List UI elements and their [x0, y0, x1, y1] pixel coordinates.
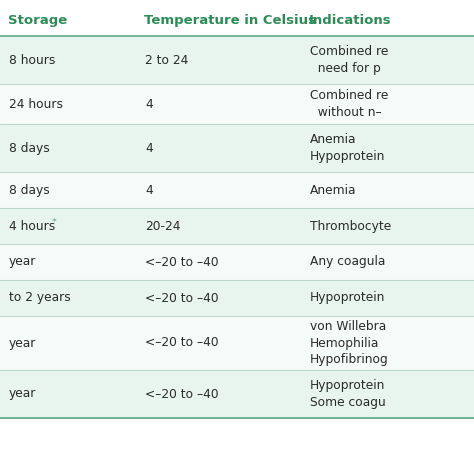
Text: Hypoprotein: Hypoprotein — [310, 292, 385, 304]
Text: Anemia
Hypoprotein: Anemia Hypoprotein — [310, 133, 385, 163]
Text: 4: 4 — [145, 142, 153, 155]
Text: Hypoprotein
Some coagu: Hypoprotein Some coagu — [310, 379, 386, 409]
Text: 20-24: 20-24 — [145, 219, 181, 233]
Text: Temperature in Celsius: Temperature in Celsius — [144, 13, 316, 27]
Text: *: * — [52, 218, 57, 227]
Bar — [0, 36, 474, 84]
Text: year: year — [9, 388, 36, 401]
Text: 2 to 24: 2 to 24 — [145, 54, 188, 66]
Bar — [0, 84, 474, 124]
Text: 8 days: 8 days — [9, 142, 50, 155]
Text: year: year — [9, 255, 36, 268]
Text: Thrombocyte: Thrombocyte — [310, 219, 391, 233]
Text: <–20 to –40: <–20 to –40 — [145, 388, 219, 401]
Bar — [0, 370, 474, 418]
Text: Combined re
  without n–: Combined re without n– — [310, 89, 388, 119]
Text: 8 days: 8 days — [9, 183, 50, 197]
Bar — [0, 316, 474, 370]
Bar — [0, 124, 474, 172]
Text: Storage: Storage — [8, 13, 67, 27]
Text: <–20 to –40: <–20 to –40 — [145, 292, 219, 304]
Text: 4 hours: 4 hours — [9, 219, 55, 233]
Text: Combined re
  need for p: Combined re need for p — [310, 45, 388, 75]
Text: 24 hours: 24 hours — [9, 98, 63, 110]
Text: to 2 years: to 2 years — [9, 292, 71, 304]
Bar — [0, 244, 474, 280]
Bar — [0, 280, 474, 316]
Text: <–20 to –40: <–20 to –40 — [145, 255, 219, 268]
Text: von Willebra
Hemophilia
Hypofibrinog: von Willebra Hemophilia Hypofibrinog — [310, 319, 389, 366]
Bar — [0, 4, 474, 36]
Text: year: year — [9, 337, 36, 349]
Text: Any coagula: Any coagula — [310, 255, 385, 268]
Text: Anemia: Anemia — [310, 183, 356, 197]
Text: 4: 4 — [145, 183, 153, 197]
Text: 8 hours: 8 hours — [9, 54, 55, 66]
Text: <–20 to –40: <–20 to –40 — [145, 337, 219, 349]
Text: Indications: Indications — [309, 13, 392, 27]
Bar — [0, 172, 474, 208]
Bar — [0, 208, 474, 244]
Text: 4: 4 — [145, 98, 153, 110]
